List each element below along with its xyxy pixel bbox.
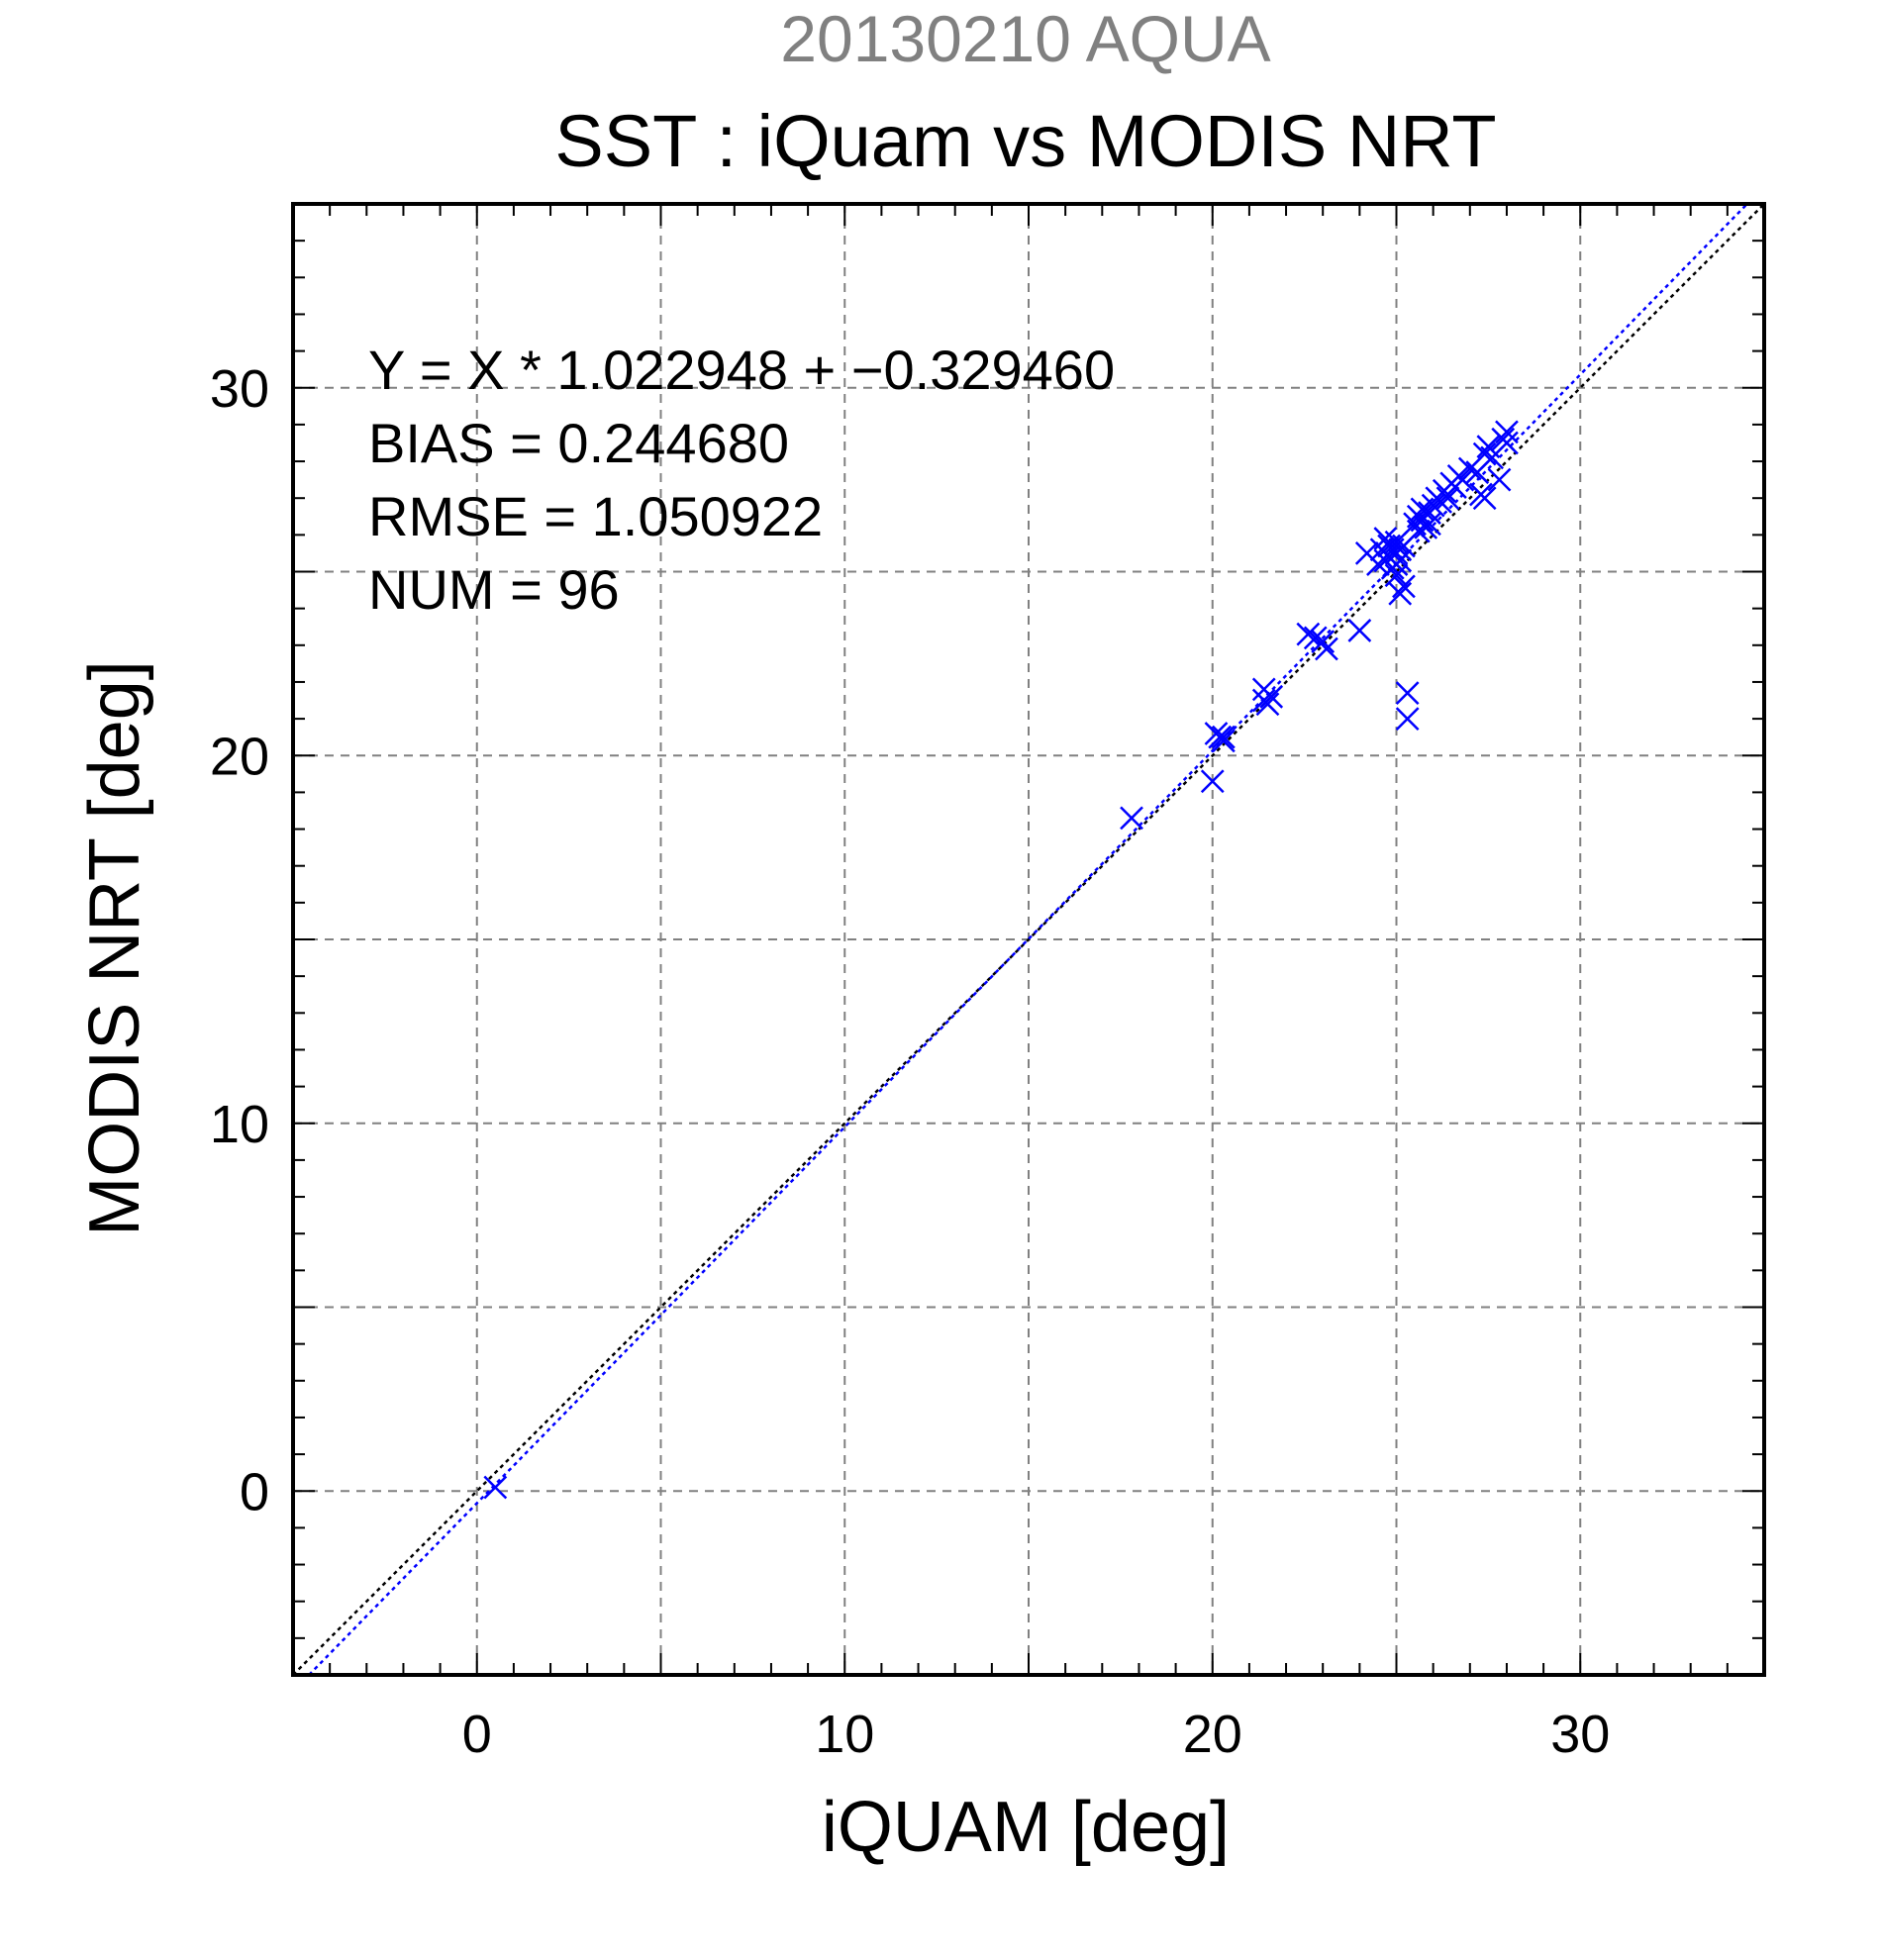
- data-point-stroke: [1212, 725, 1236, 749]
- data-point: [1421, 493, 1445, 518]
- identity-line: [292, 203, 1765, 1676]
- data-point-stroke: [1303, 626, 1328, 650]
- data-point: [1472, 486, 1497, 511]
- x-tick-label: 0: [462, 1705, 492, 1764]
- y-tick-label: 30: [210, 359, 269, 419]
- data-points: [483, 420, 1519, 1500]
- data-point-stroke: [1476, 435, 1501, 459]
- data-point: [1384, 530, 1409, 554]
- data-point: [1418, 512, 1441, 537]
- stats-annotation: Y = X * 1.022948 + −0.329460 BIAS = 0.24…: [368, 339, 1115, 621]
- data-point-stroke: [1395, 681, 1420, 705]
- data-point-stroke: [1354, 541, 1379, 565]
- data-point-stroke: [1487, 467, 1512, 492]
- data-point-stroke: [1421, 493, 1445, 518]
- y-tick-label: 10: [210, 1095, 269, 1154]
- stats-num-line: NUM = 96: [368, 558, 620, 621]
- x-tick-label: 30: [1550, 1705, 1610, 1764]
- chart-title: SST : iQuam vs MODIS NRT: [554, 100, 1496, 182]
- data-point-stroke: [1315, 637, 1338, 661]
- data-point: [1487, 467, 1512, 492]
- data-point-stroke: [1472, 441, 1497, 466]
- data-point: [1436, 486, 1460, 511]
- data-point: [1395, 707, 1420, 731]
- data-point-stroke: [1450, 467, 1475, 492]
- data-point-stroke: [483, 1475, 508, 1500]
- data-point: [1120, 806, 1143, 831]
- chart-subtitle: 20130210 AQUA: [780, 2, 1270, 75]
- data-point: [1384, 563, 1409, 588]
- data-point: [1311, 630, 1336, 653]
- y-tick-label: 0: [240, 1462, 269, 1521]
- plot-frame: [291, 202, 1766, 1677]
- data-point: [1347, 619, 1372, 642]
- reference-lines: [292, 203, 1765, 1676]
- data-point: [1200, 769, 1225, 794]
- data-point-stroke: [1120, 806, 1143, 831]
- data-point-stroke: [1395, 707, 1420, 731]
- data-point: [1450, 467, 1475, 492]
- data-point: [1472, 441, 1497, 466]
- data-point: [1315, 637, 1338, 661]
- x-tick-label: 20: [1183, 1705, 1242, 1764]
- data-point-stroke: [1311, 630, 1336, 653]
- data-point-stroke: [1472, 486, 1497, 511]
- data-point: [1388, 581, 1413, 606]
- data-point-stroke: [1495, 431, 1519, 455]
- grid-lines: [293, 204, 1764, 1675]
- data-point-stroke: [1212, 729, 1236, 753]
- data-point-stroke: [1296, 622, 1321, 646]
- data-point-stroke: [1200, 769, 1225, 794]
- data-point: [1495, 431, 1519, 455]
- regression-line: [308, 203, 1748, 1676]
- data-point: [1259, 684, 1284, 709]
- stats-bias-line: BIAS = 0.244680: [368, 412, 789, 474]
- data-point-stroke: [1392, 574, 1416, 599]
- data-point: [1212, 729, 1236, 753]
- data-point-stroke: [1259, 684, 1284, 709]
- data-point: [1296, 622, 1321, 646]
- data-point-stroke: [1388, 581, 1413, 606]
- data-point: [483, 1475, 508, 1500]
- x-tick-labels: 0 10 20 30: [462, 1705, 1611, 1764]
- data-point: [1255, 692, 1280, 717]
- data-point-stroke: [1418, 512, 1441, 537]
- data-point-stroke: [1373, 527, 1398, 550]
- data-point-stroke: [1495, 420, 1519, 444]
- data-point-stroke: [1384, 563, 1409, 588]
- data-point-stroke: [1436, 486, 1460, 511]
- data-point-stroke: [1384, 530, 1409, 554]
- x-tick-label: 10: [815, 1705, 874, 1764]
- data-point: [1388, 548, 1413, 573]
- data-point: [1495, 420, 1519, 444]
- stats-regression-line: Y = X * 1.022948 + −0.329460: [368, 339, 1115, 401]
- y-tick-labels: 0 10 20 30: [210, 359, 269, 1522]
- y-axis-label: MODIS NRT [deg]: [75, 660, 154, 1236]
- y-tick-label: 20: [210, 727, 269, 786]
- data-point: [1392, 574, 1416, 599]
- data-point-stroke: [1388, 548, 1413, 573]
- data-point-stroke: [1347, 619, 1372, 642]
- data-point: [1212, 725, 1236, 749]
- stats-rmse-line: RMSE = 1.050922: [368, 485, 823, 547]
- x-axis-label: iQUAM [deg]: [822, 1788, 1230, 1867]
- data-point: [1395, 681, 1420, 705]
- data-point-stroke: [1255, 692, 1280, 717]
